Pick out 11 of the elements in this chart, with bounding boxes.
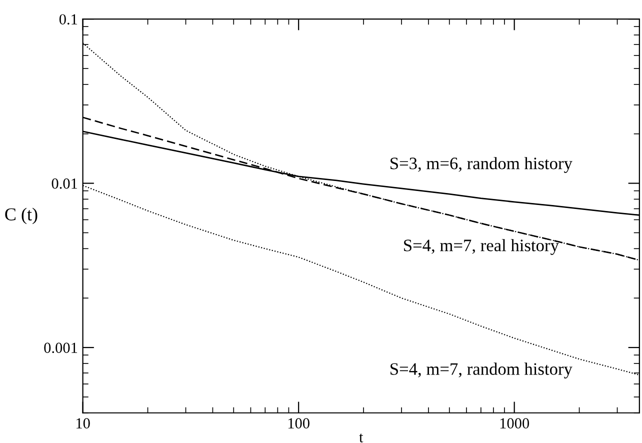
x-axis-title: t	[359, 434, 364, 442]
x-tick-label: 1000	[500, 418, 530, 428]
y-tick-label: 0.1	[59, 14, 78, 25]
series-label: S=4, m=7, real history	[404, 239, 559, 255]
series-label: S=4, m=7, random history	[390, 362, 572, 378]
y-tick-label: 0.001	[44, 342, 78, 354]
series-label: S=3, m=6, random history	[390, 157, 572, 173]
x-tick-label: 100	[288, 418, 310, 428]
y-tick-label: 0.01	[52, 178, 78, 189]
x-tick-label: 10	[76, 418, 90, 428]
y-axis-title: C (t)	[5, 208, 38, 224]
